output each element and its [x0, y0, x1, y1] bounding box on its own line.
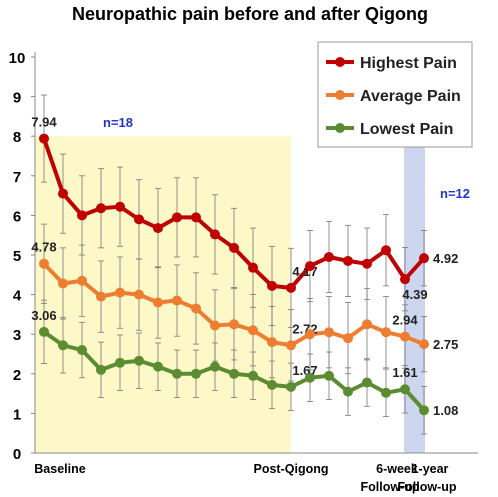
data-label: 4.39 [402, 287, 427, 302]
annotation: n=18 [103, 115, 133, 130]
data-point [191, 303, 201, 314]
data-point [286, 282, 296, 293]
data-point [172, 212, 182, 223]
data-point [248, 370, 258, 381]
data-point [267, 379, 277, 390]
y-tick-label: 2 [13, 367, 21, 384]
data-point [153, 361, 163, 372]
legend-marker [335, 123, 345, 133]
y-tick-label: 10 [9, 50, 26, 67]
data-point [267, 337, 277, 348]
data-point [96, 203, 106, 214]
data-label: 4.92 [433, 251, 458, 266]
data-label: 3.06 [31, 308, 56, 323]
data-point [77, 275, 87, 286]
data-point [58, 188, 68, 199]
data-point [115, 201, 125, 212]
data-point [362, 319, 372, 330]
data-point [324, 370, 334, 381]
data-point [381, 327, 391, 338]
data-label: 1.61 [392, 365, 417, 380]
data-point [286, 381, 296, 392]
data-point [229, 319, 239, 330]
data-point [286, 340, 296, 351]
data-point [305, 261, 315, 272]
data-point [229, 368, 239, 379]
data-point [134, 214, 144, 225]
data-point [248, 325, 258, 336]
data-label: 1.08 [433, 403, 458, 418]
data-point [153, 223, 163, 234]
y-tick-label: 4 [13, 288, 22, 305]
data-point [305, 329, 315, 340]
data-point [210, 320, 220, 331]
data-point [267, 280, 277, 291]
chart-title: Neuropathic pain before and after Qigong [72, 4, 428, 24]
data-point [248, 262, 258, 273]
data-point [324, 327, 334, 338]
data-point [343, 333, 353, 344]
x-tick-label: 1-year Follow-up [397, 462, 456, 494]
data-point [419, 405, 429, 416]
y-tick-label: 5 [13, 248, 21, 265]
data-point [229, 242, 239, 253]
data-label: 2.94 [392, 313, 418, 328]
legend-label: Lowest Pain [360, 121, 453, 138]
data-label: 2.75 [433, 337, 458, 352]
followup-period [404, 144, 425, 453]
data-point [115, 357, 125, 368]
y-tick-label: 1 [13, 406, 21, 423]
data-point [96, 291, 106, 302]
data-point [134, 289, 144, 300]
data-point [153, 297, 163, 308]
data-point [400, 274, 410, 285]
data-label: 7.94 [31, 115, 57, 130]
baseline-period [35, 136, 291, 453]
data-point [419, 253, 429, 264]
data-point [210, 361, 220, 372]
data-point [134, 355, 144, 366]
data-point [381, 387, 391, 398]
y-tick-label: 6 [13, 208, 21, 225]
data-point [362, 258, 372, 269]
data-point [58, 278, 68, 289]
data-point [343, 255, 353, 266]
data-point [77, 210, 87, 221]
data-point [343, 386, 353, 397]
x-tick-label: 6-week Follow-up [360, 462, 419, 494]
legend-label: Average Pain [360, 88, 461, 105]
x-tick-label: Post-Qigong [254, 462, 329, 476]
data-label: 4.78 [31, 240, 56, 255]
y-tick-label: 0 [13, 446, 21, 463]
data-point [324, 251, 334, 262]
data-point [172, 368, 182, 379]
data-point [77, 345, 87, 356]
data-point [115, 287, 125, 298]
legend-label: Highest Pain [360, 55, 457, 72]
data-point [362, 377, 372, 388]
data-point [172, 295, 182, 306]
annotation: n=12 [440, 186, 470, 201]
data-point [39, 133, 49, 144]
data-point [191, 368, 201, 379]
data-point [39, 326, 49, 337]
data-point [210, 229, 220, 240]
legend-marker [335, 90, 345, 100]
data-point [58, 340, 68, 351]
x-tick-label: Baseline [34, 462, 85, 476]
data-point [191, 212, 201, 223]
data-point [381, 245, 391, 256]
legend-marker [335, 57, 345, 67]
y-tick-label: 7 [13, 169, 21, 186]
data-point [96, 364, 106, 375]
data-point [400, 331, 410, 342]
data-point [305, 372, 315, 383]
data-point [419, 339, 429, 350]
y-tick-label: 9 [13, 90, 21, 107]
y-tick-label: 3 [13, 327, 21, 344]
y-tick-label: 8 [13, 129, 21, 146]
data-point [400, 384, 410, 395]
data-point [39, 258, 49, 269]
